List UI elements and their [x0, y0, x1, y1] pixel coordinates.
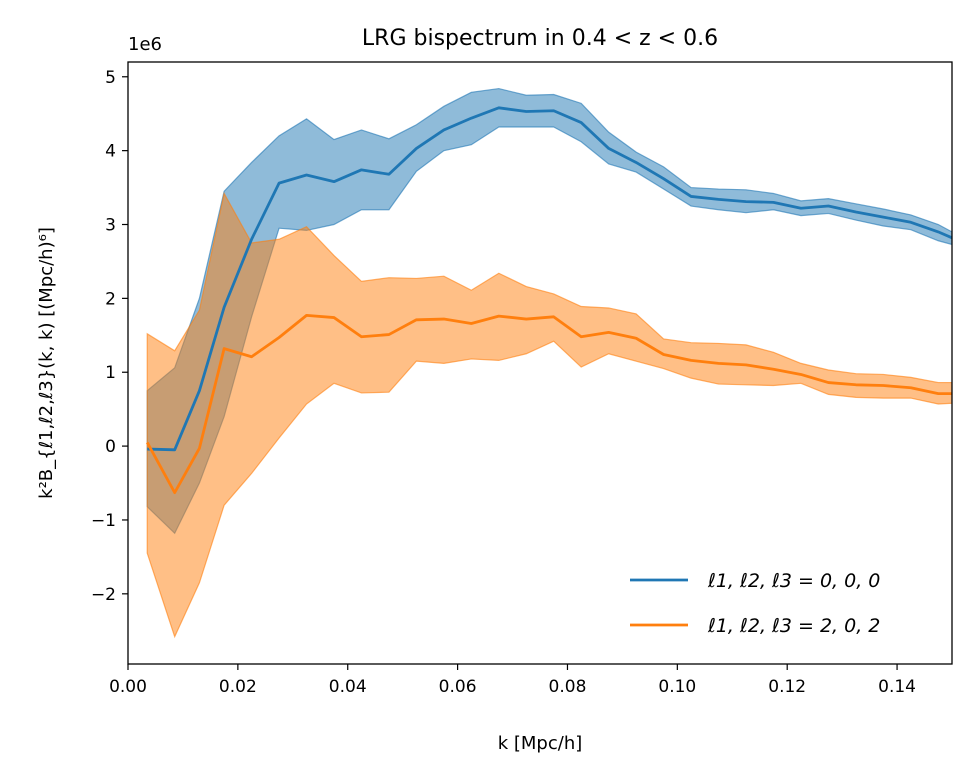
- x-axis-ticks: 0.00 0.02 0.04 0.06 0.08 0.10 0.12 0.14: [109, 664, 916, 697]
- series-lines: [146, 106, 952, 495]
- legend-label-1: ℓ1, ℓ2, ℓ3 = 0, 0, 0: [707, 570, 880, 592]
- legend: ℓ1, ℓ2, ℓ3 = 0, 0, 0 ℓ1, ℓ2, ℓ3 = 2, 0, 2: [630, 570, 880, 637]
- x-tick-label: 0.00: [109, 677, 147, 697]
- x-tick-label: 0.02: [219, 677, 257, 697]
- y-tick-label: 1: [105, 363, 116, 383]
- y-tick-label: −2: [91, 585, 116, 605]
- series-2-line: [146, 313, 952, 495]
- x-tick-label: 0.12: [768, 677, 806, 697]
- series-1-error-band: [146, 87, 952, 535]
- x-tick-label: 0.06: [439, 677, 477, 697]
- y-offset-label: 1e6: [128, 34, 162, 55]
- y-tick-label: 0: [105, 437, 116, 457]
- x-tick-label: 0.04: [329, 677, 367, 697]
- plot-frame: [127, 61, 953, 665]
- series-1-line: [147, 106, 952, 452]
- x-axis-label: k [Mpc/h]: [498, 733, 583, 754]
- y-tick-label: 4: [105, 142, 116, 162]
- y-tick-label: −1: [91, 511, 116, 531]
- x-tick-label: 0.10: [658, 677, 696, 697]
- y-axis-ticks: −2 −1 0 1 2 3 4 5: [91, 68, 128, 605]
- chart-title: LRG bispectrum in 0.4 < z < 0.6: [362, 26, 718, 51]
- error-bands: [146, 87, 952, 639]
- series-2-error-band: [146, 191, 952, 639]
- y-axis-label: k²B_{ℓ1,ℓ2,ℓ3}(k, k) [(Mpc/h)⁶]: [36, 227, 57, 499]
- legend-label-2: ℓ1, ℓ2, ℓ3 = 2, 0, 2: [707, 615, 880, 637]
- y-tick-label: 2: [105, 289, 116, 309]
- x-tick-label: 0.08: [549, 677, 587, 697]
- x-tick-label: 0.14: [878, 677, 916, 697]
- y-tick-label: 3: [105, 216, 116, 236]
- y-tick-label: 5: [105, 68, 116, 88]
